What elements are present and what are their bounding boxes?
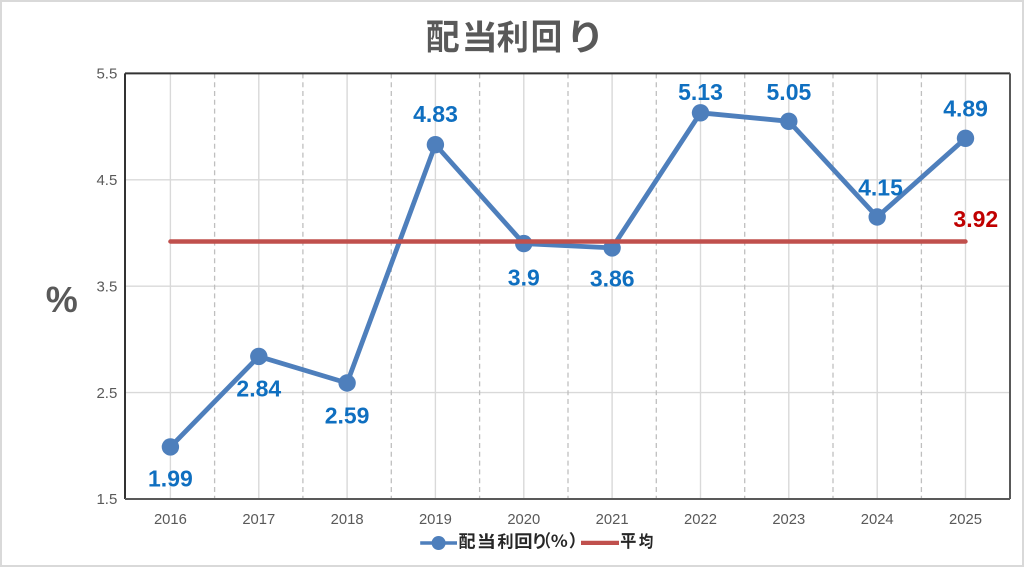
svg-text:2.5: 2.5 [96,385,117,402]
svg-text:2017: 2017 [242,512,275,528]
svg-text:1.99: 1.99 [148,465,193,491]
svg-text:3.5: 3.5 [96,278,117,295]
svg-text:4.83: 4.83 [413,101,458,127]
svg-text:2019: 2019 [419,512,452,528]
svg-text:%: % [46,279,78,320]
svg-text:2022: 2022 [684,512,717,528]
svg-text:2020: 2020 [507,512,540,528]
svg-text:2021: 2021 [596,512,629,528]
svg-text:2023: 2023 [772,512,805,528]
svg-text:2.84: 2.84 [236,375,281,401]
svg-text:5.05: 5.05 [767,79,812,105]
svg-text:4.89: 4.89 [943,95,988,121]
svg-text:2018: 2018 [331,512,364,528]
svg-text:5.5: 5.5 [96,66,117,83]
svg-text:4.15: 4.15 [858,174,903,200]
svg-text:2016: 2016 [154,512,187,528]
svg-text:4.5: 4.5 [96,172,117,189]
svg-text:1.5: 1.5 [96,491,117,508]
svg-text:5.13: 5.13 [678,79,723,105]
svg-text:2025: 2025 [949,512,982,528]
svg-text:2024: 2024 [861,512,894,528]
svg-text:3.86: 3.86 [590,265,635,291]
svg-text:2.59: 2.59 [325,402,370,428]
svg-text:3.92: 3.92 [953,206,998,232]
svg-text:3.9: 3.9 [508,264,540,290]
